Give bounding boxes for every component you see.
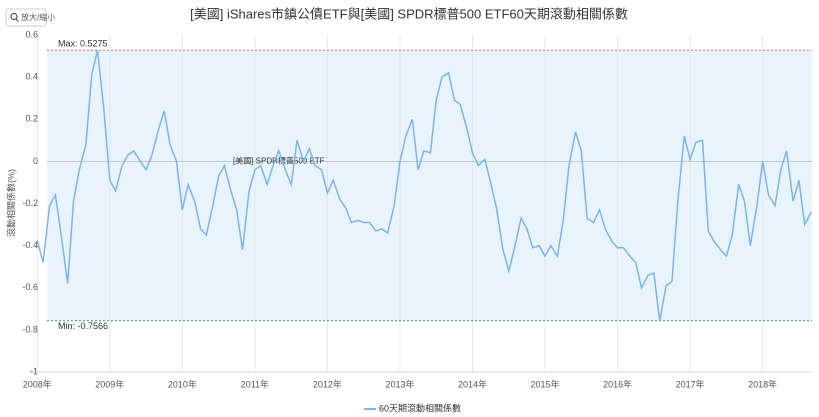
- series-line: [36, 50, 812, 321]
- zoom-button-frame[interactable]: [5, 8, 47, 27]
- zoom-icon: [15, 18, 19, 22]
- y-tick-label: -0.6: [22, 282, 38, 292]
- y-tick-label: -0.2: [22, 198, 38, 208]
- y-tick-label: 0.6: [25, 29, 38, 39]
- y-axis-label: 滾動相關係數(%): [5, 169, 16, 237]
- series-annotation: [美國] SPDR標普500 ETF: [233, 155, 325, 165]
- zoom-button[interactable]: 放大/縮小: [5, 8, 55, 27]
- x-tick-label: 2012年: [313, 378, 342, 389]
- x-tick-label: 2017年: [676, 378, 705, 389]
- x-tick-label: 2016年: [603, 378, 632, 389]
- x-tick-label: 2008年: [23, 378, 52, 389]
- chart-title: [美國] iShares市鎮公債ETF與[美國] SPDR標普500 ETF60…: [190, 6, 628, 21]
- y-tick-label: 0.2: [25, 114, 38, 124]
- zoom-icon: [10, 12, 18, 21]
- y-tick-label: 0.4: [25, 72, 38, 82]
- x-tick-label: 2011年: [241, 378, 269, 389]
- range-band: [47, 50, 812, 321]
- x-tick-label: 2010年: [168, 378, 197, 389]
- x-tick-label: 2015年: [531, 378, 560, 389]
- max-label: Max: 0.5275: [58, 39, 108, 49]
- y-tick-label: 0: [33, 156, 38, 166]
- x-tick-label: 2018年: [748, 378, 777, 389]
- legend-label: 60天期滾動相關係數: [379, 402, 461, 413]
- zoom-button-label[interactable]: 放大/縮小: [21, 12, 55, 22]
- y-tick-label: -1: [30, 366, 38, 376]
- x-tick-label: 2014年: [458, 378, 487, 389]
- y-tick-label: -0.4: [22, 240, 38, 250]
- y-tick-label: -0.8: [22, 324, 38, 334]
- min-label: Min: -0.7566: [58, 321, 108, 331]
- x-tick-label: 2013年: [385, 378, 414, 389]
- x-tick-label: 2009年: [95, 378, 124, 389]
